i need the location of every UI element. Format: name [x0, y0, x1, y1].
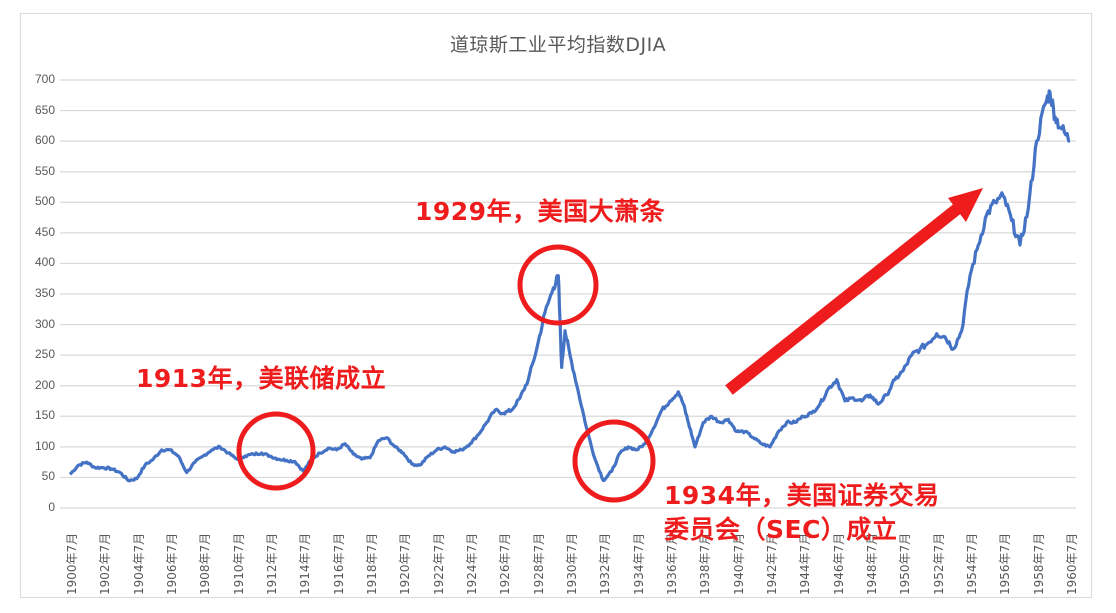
y-tick-label: 250 [34, 347, 55, 362]
x-tick-label: 1954年7月 [965, 532, 979, 595]
x-tick-label: 1924年7月 [465, 532, 479, 595]
x-tick-label: 1956年7月 [998, 532, 1013, 595]
x-tick-label: 1922年7月 [431, 532, 446, 595]
y-tick-label: 600 [34, 133, 55, 148]
x-tick-label: 1934年7月 [631, 532, 646, 595]
depression-highlight-circle [517, 244, 599, 326]
sec-highlight-circle [572, 419, 656, 503]
chart-title: 道琼斯工业平均指数DJIA [449, 34, 667, 56]
x-tick-label: 1900年7月 [65, 532, 79, 595]
x-tick-label: 1920年7月 [398, 532, 413, 595]
x-tick-label: 1952年7月 [931, 532, 946, 595]
y-tick-label: 700 [34, 72, 55, 86]
x-tick-label: 1906年7月 [165, 532, 179, 595]
x-tick-label: 1958年7月 [1031, 532, 1046, 595]
trend-arrow-icon [725, 188, 983, 395]
x-tick-label: 1914年7月 [298, 532, 313, 595]
y-tick-label: 500 [34, 194, 55, 209]
y-tick-label: 150 [34, 408, 55, 423]
x-tick-label: 1912年7月 [265, 532, 279, 595]
y-tick-label: 350 [34, 286, 55, 300]
x-tick-label: 1904年7月 [131, 532, 146, 595]
depression-annotation: 1929年，美国大萧条 [415, 197, 666, 226]
y-tick-label: 650 [34, 102, 55, 117]
x-tick-label: 1960年7月 [1065, 532, 1079, 595]
gridlines [60, 79, 1076, 509]
x-tick-label: 1930年7月 [565, 532, 579, 595]
x-tick-label: 1908年7月 [198, 532, 213, 595]
djia-series-line [68, 89, 1071, 483]
y-tick-label: 450 [34, 224, 55, 239]
x-tick-label: 1932年7月 [598, 532, 613, 595]
y-tick-label: 400 [34, 255, 55, 270]
y-tick-label: 0 [48, 500, 55, 514]
sec-annotation-line1: 1934年，美国证券交易 [664, 481, 940, 510]
sec-annotation-line2: 委员会（SEC）成立 [664, 515, 898, 544]
x-tick-label: 1910年7月 [231, 532, 246, 595]
fed-annotation: 1913年，美联储成立 [136, 364, 387, 393]
y-tick-label: 50 [41, 469, 55, 484]
x-tick-label: 1902年7月 [98, 532, 113, 595]
y-tick-label: 100 [34, 438, 55, 453]
x-tick-label: 1928年7月 [531, 532, 546, 595]
y-tick-label: 550 [34, 163, 55, 178]
x-tick-label: 1950年7月 [898, 532, 913, 595]
y-tick-label: 200 [34, 377, 55, 392]
x-tick-label: 1918年7月 [365, 532, 379, 595]
x-tick-label: 1926年7月 [498, 532, 513, 595]
x-tick-label: 1916年7月 [331, 532, 346, 595]
y-tick-label: 300 [34, 316, 55, 331]
fed-highlight-circle [236, 411, 316, 491]
